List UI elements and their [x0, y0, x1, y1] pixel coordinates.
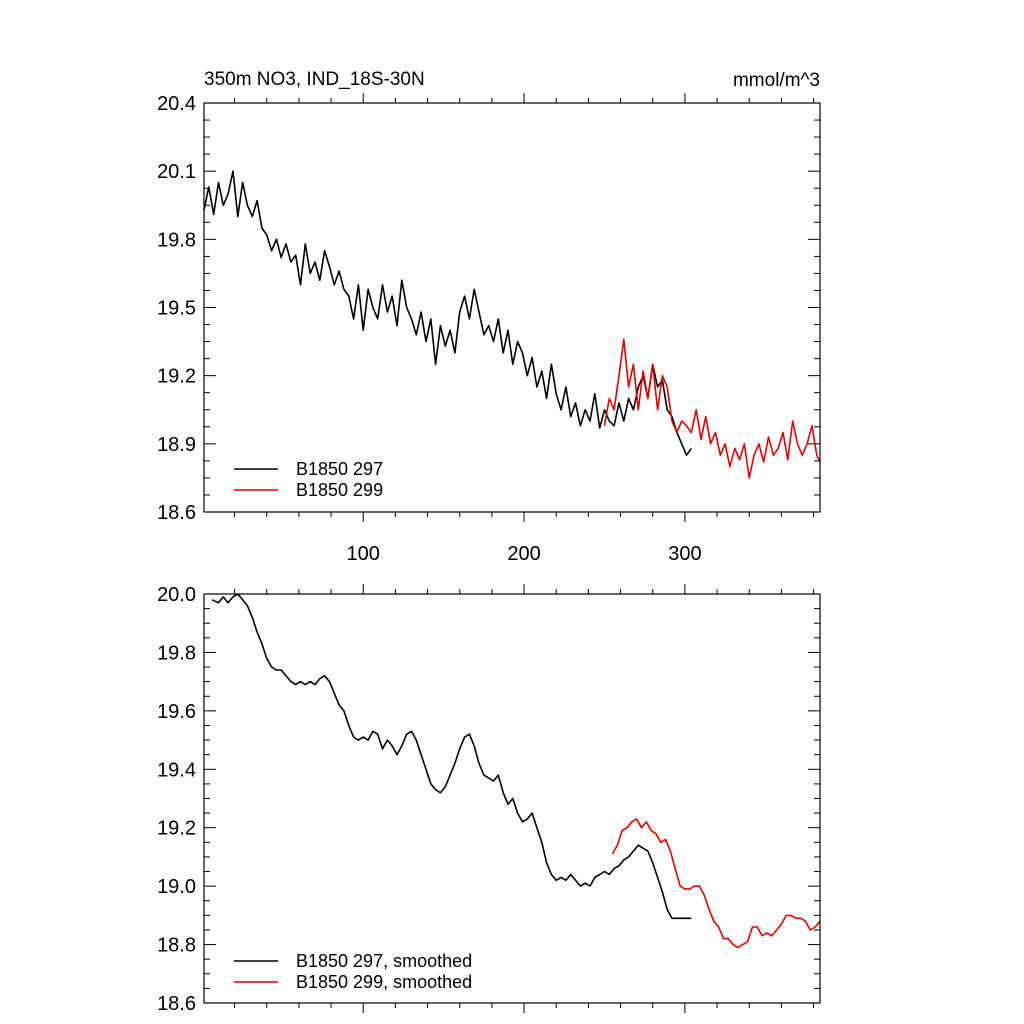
- y-tick-label: 20.1: [157, 161, 196, 183]
- y-tick-label: 20.0: [157, 584, 196, 606]
- y-tick-label: 19.2: [157, 366, 196, 388]
- y-tick-label: 19.8: [157, 642, 196, 664]
- series-line-2: [603, 338, 821, 479]
- y-tick-label: 20.4: [157, 93, 196, 115]
- y-tick-label: 19.4: [157, 759, 196, 781]
- units-label: mmol/m^3: [733, 70, 820, 91]
- y-tick-label: 19.8: [157, 229, 196, 251]
- panel-bottom: 18.6 18.8 19.0 19.2 19.4 19.6 19.8 20.0 B1850 2…: [157, 584, 821, 1015]
- series-line-1: [203, 170, 692, 457]
- y-tick-label: 19.2: [157, 818, 196, 840]
- chart-title: 350m NO3, IND_18S-30N: [204, 69, 425, 90]
- series-lines: [211, 593, 821, 949]
- y-tick-label: 18.9: [157, 434, 196, 456]
- series-line-2: [611, 818, 821, 949]
- y-tick-labels: 18.6 18.8 19.0 19.2 19.4 19.6 19.8 20.0: [157, 584, 196, 1015]
- y-tick-label: 19.5: [157, 298, 196, 320]
- y-tick-label: 18.6: [157, 502, 196, 524]
- y-tick-label: 18.8: [157, 935, 196, 957]
- legend-label: B1850 299: [296, 480, 383, 500]
- x-tick-label: 300: [668, 543, 701, 565]
- x-tick-labels: 100 200 300: [347, 543, 702, 565]
- x-tick-label: 200: [507, 543, 540, 565]
- panel-top: 350m NO3, IND_18S-30N mmol/m^3 18.618.91…: [157, 69, 821, 565]
- legend-label: B1850 297: [296, 459, 383, 479]
- series-lines: [203, 170, 821, 479]
- plot-frame: [203, 102, 821, 513]
- y-tick-label: 19.0: [157, 876, 196, 898]
- x-tick-label: 100: [347, 543, 380, 565]
- y-tick-label: 18.6: [157, 993, 196, 1015]
- plot-frame: [203, 593, 821, 1004]
- legend-label: B1850 299, smoothed: [296, 972, 472, 992]
- y-tick-labels: 18.6 18.9 19.2 19.5 19.8 20.1 20.4: [157, 93, 196, 524]
- legend-label: B1850 297, smoothed: [296, 951, 472, 971]
- series-line-1: [211, 593, 692, 920]
- axis-ticks: [204, 584, 820, 1013]
- y-tick-label: 19.6: [157, 701, 196, 723]
